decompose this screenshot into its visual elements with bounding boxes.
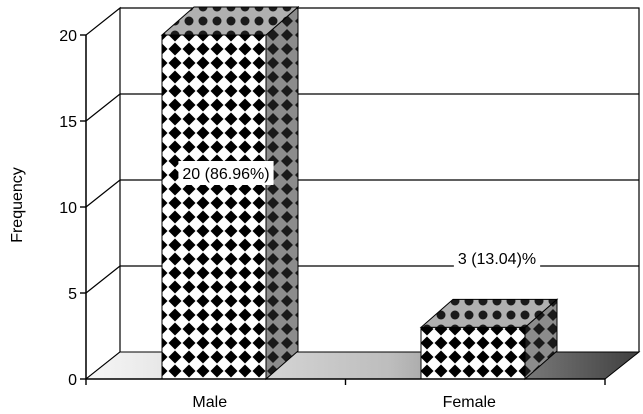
data-label-background — [178, 161, 274, 185]
data-label-text: 20 (86.96%) — [182, 166, 269, 183]
data-label-background — [453, 246, 541, 270]
data-label-text: 3 (13.04)% — [458, 251, 536, 268]
data-label-female: 3 (13.04)% — [453, 246, 541, 270]
y-tick-label: 0 — [68, 372, 77, 389]
bar-female — [419, 298, 559, 381]
bar-male — [160, 5, 300, 381]
y-tick-label: 20 — [59, 28, 77, 45]
bar-front-face — [420, 326, 526, 380]
y-tick-label: 5 — [68, 286, 77, 303]
x-tick-label: Male — [192, 394, 227, 411]
gridline — [85, 93, 639, 122]
y-axis-label: Frequency — [9, 167, 26, 243]
bar-side-face — [265, 5, 299, 381]
data-label-male: 20 (86.96%) — [178, 161, 274, 185]
y-tick-label: 10 — [59, 200, 77, 217]
gridline — [85, 179, 639, 208]
axes: 0 5 10 15 20 Male Female — [59, 28, 606, 411]
x-tick-label: Female — [443, 394, 496, 411]
bars — [160, 5, 559, 381]
data-labels: 20 (86.96%) 3 (13.04)% — [178, 161, 541, 270]
bar-front-face — [161, 34, 267, 380]
y-tick-label: 15 — [59, 114, 77, 131]
